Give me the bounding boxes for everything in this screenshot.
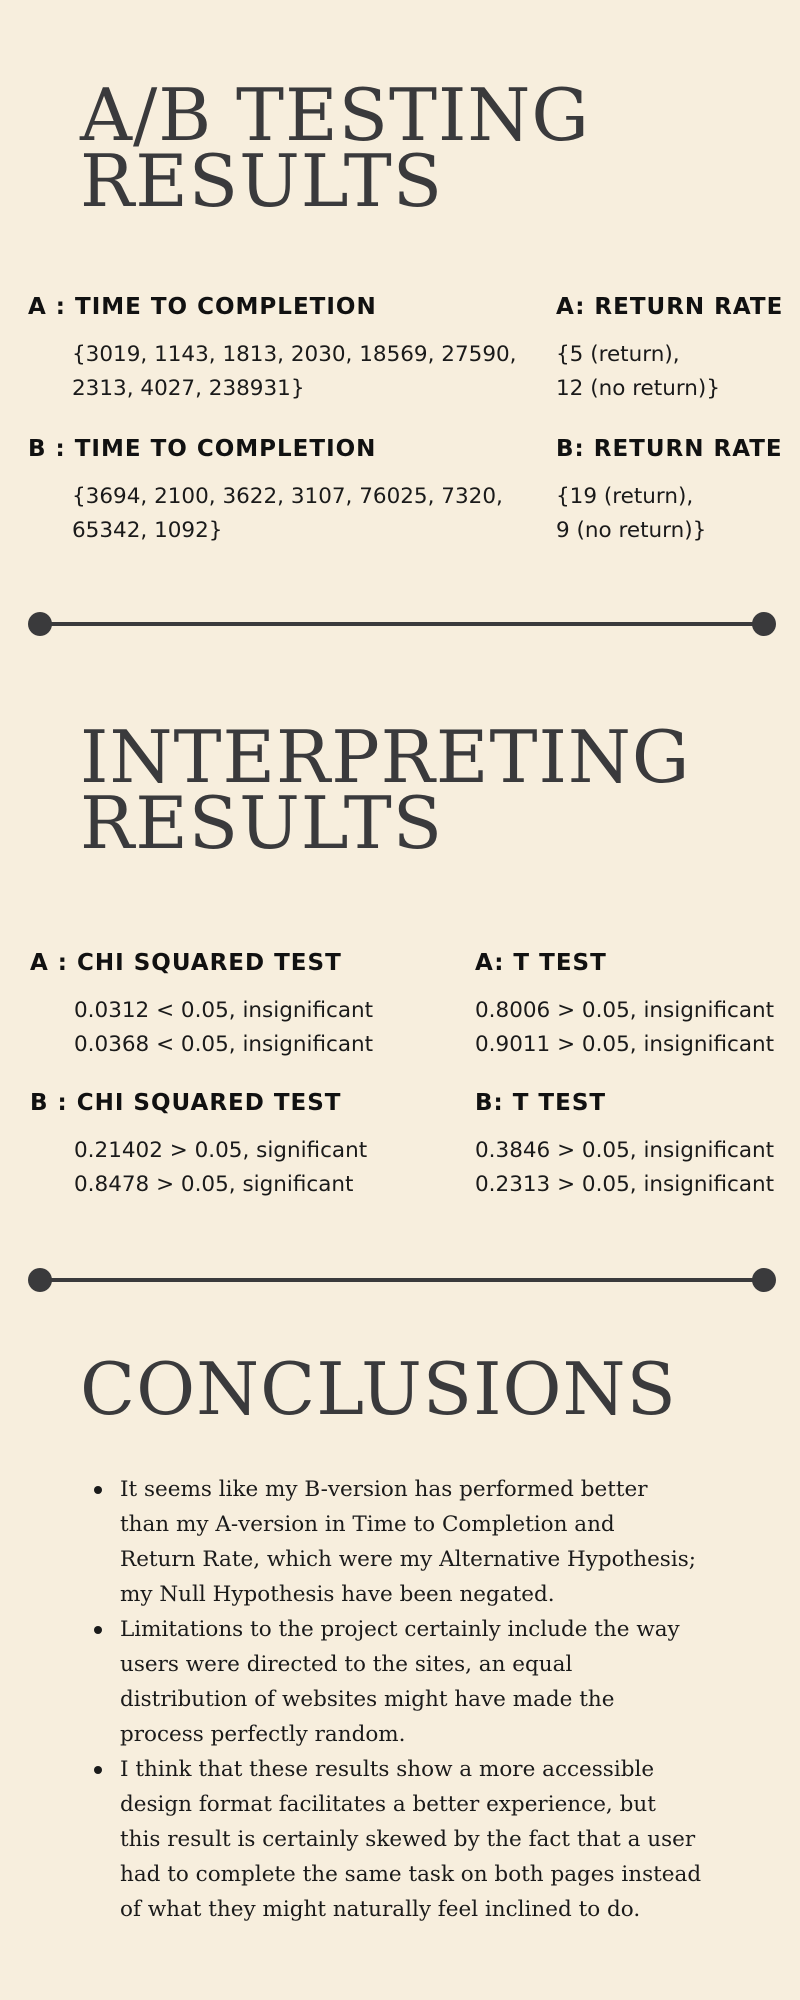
conclusions-title: CONCLUSIONS [80, 1347, 677, 1431]
a-chi-label: A : CHI SQUARED TEST [30, 950, 342, 976]
a-time-values-line-2: 2313, 4027, 238931} [72, 376, 305, 401]
conclusion-line: users were directed to the sites, an equ… [120, 1652, 573, 1677]
b-chi-values: 0.21402 > 0.05, significant 0.8478 > 0.0… [74, 1134, 367, 1202]
b-time-values-line-1: {3694, 2100, 3622, 3107, 76025, 7320, [72, 484, 503, 509]
conclusion-line: this result is certainly skewed by the f… [120, 1827, 696, 1852]
a-return-values: {5 (return), 12 (no return)} [556, 338, 720, 406]
a-time-label: A : TIME TO COMPLETION [28, 294, 377, 320]
b-return-values-line-2: 9 (no return)} [556, 518, 707, 543]
a-chi-values-line-2: 0.0368 < 0.05, insignificant [74, 1032, 374, 1057]
conclusion-line: distribution of websites might have made… [120, 1687, 615, 1712]
conclusion-line: I think that these results show a more a… [120, 1757, 655, 1782]
results-title-line-1: A/B TESTING [80, 73, 590, 157]
interpreting-title-line-1: INTERPRETING [80, 715, 691, 799]
b-t-values-line-2: 0.2313 > 0.05, insignificant [475, 1172, 775, 1197]
divider-dot-right [752, 612, 776, 636]
b-chi-values-line-2: 0.8478 > 0.05, significant [74, 1172, 354, 1197]
divider-line [40, 1278, 764, 1282]
b-time-values-line-2: 65342, 1092} [72, 518, 223, 543]
conclusions-title-text: CONCLUSIONS [80, 1347, 677, 1431]
conclusion-item: I think that these results show a more a… [92, 1752, 742, 1927]
a-t-values: 0.8006 > 0.05, insignificant 0.9011 > 0.… [475, 994, 774, 1062]
conclusions-list: It seems like my B-version has performed… [92, 1472, 742, 1927]
b-time-values: {3694, 2100, 3622, 3107, 76025, 7320, 65… [72, 480, 503, 548]
a-return-label: A: RETURN RATE [556, 294, 784, 320]
a-chi-values: 0.0312 < 0.05, insignificant 0.0368 < 0.… [74, 994, 373, 1062]
a-chi-values-line-1: 0.0312 < 0.05, insignificant [74, 998, 374, 1023]
conclusion-line: It seems like my B-version has performed… [120, 1477, 648, 1502]
results-title-line-2: RESULTS [80, 139, 444, 223]
b-return-values-line-1: {19 (return), [556, 484, 694, 509]
section-divider-1 [28, 612, 776, 636]
conclusion-line: of what they might naturally feel inclin… [120, 1897, 641, 1922]
a-return-values-line-1: {5 (return), [556, 342, 680, 367]
b-return-label: B: RETURN RATE [556, 436, 783, 462]
b-chi-label: B : CHI SQUARED TEST [30, 1090, 342, 1116]
b-t-label: B: T TEST [475, 1090, 607, 1116]
b-t-values-line-1: 0.3846 > 0.05, insignificant [475, 1138, 775, 1163]
b-time-label: B : TIME TO COMPLETION [28, 436, 377, 462]
bullet-dot-icon [94, 1766, 102, 1774]
conclusion-line: than my A-version in Time to Completion … [120, 1512, 615, 1537]
conclusion-item: Limitations to the project certainly inc… [92, 1612, 742, 1752]
bullet-dot-icon [94, 1626, 102, 1634]
a-t-label: A: T TEST [475, 950, 607, 976]
interpreting-title: INTERPRETING RESULTS [80, 715, 691, 865]
conclusion-line: design format facilitates a better exper… [120, 1792, 656, 1817]
conclusion-line: Limitations to the project certainly inc… [120, 1617, 680, 1642]
b-chi-values-line-1: 0.21402 > 0.05, significant [74, 1138, 368, 1163]
interpreting-title-line-2: RESULTS [80, 781, 444, 865]
a-time-values: {3019, 1143, 1813, 2030, 18569, 27590, 2… [72, 338, 517, 406]
b-t-values: 0.3846 > 0.05, insignificant 0.2313 > 0.… [475, 1134, 774, 1202]
conclusion-line: my Null Hypothesis have been negated. [120, 1582, 555, 1607]
conclusion-line: process perfectly random. [120, 1722, 406, 1747]
divider-line [40, 622, 764, 626]
a-return-values-line-2: 12 (no return)} [556, 376, 721, 401]
section-divider-2 [28, 1268, 776, 1292]
divider-dot-left [28, 612, 52, 636]
a-time-values-line-1: {3019, 1143, 1813, 2030, 18569, 27590, [72, 342, 517, 367]
divider-dot-right [752, 1268, 776, 1292]
divider-dot-left [28, 1268, 52, 1292]
a-t-values-line-1: 0.8006 > 0.05, insignificant [475, 998, 775, 1023]
conclusion-line: Return Rate, which were my Alternative H… [120, 1547, 696, 1572]
b-return-values: {19 (return), 9 (no return)} [556, 480, 706, 548]
bullet-dot-icon [94, 1486, 102, 1494]
results-title: A/B TESTING RESULTS [80, 73, 590, 223]
conclusion-line: had to complete the same task on both pa… [120, 1862, 702, 1887]
conclusion-item: It seems like my B-version has performed… [92, 1472, 742, 1612]
a-t-values-line-2: 0.9011 > 0.05, insignificant [475, 1032, 775, 1057]
